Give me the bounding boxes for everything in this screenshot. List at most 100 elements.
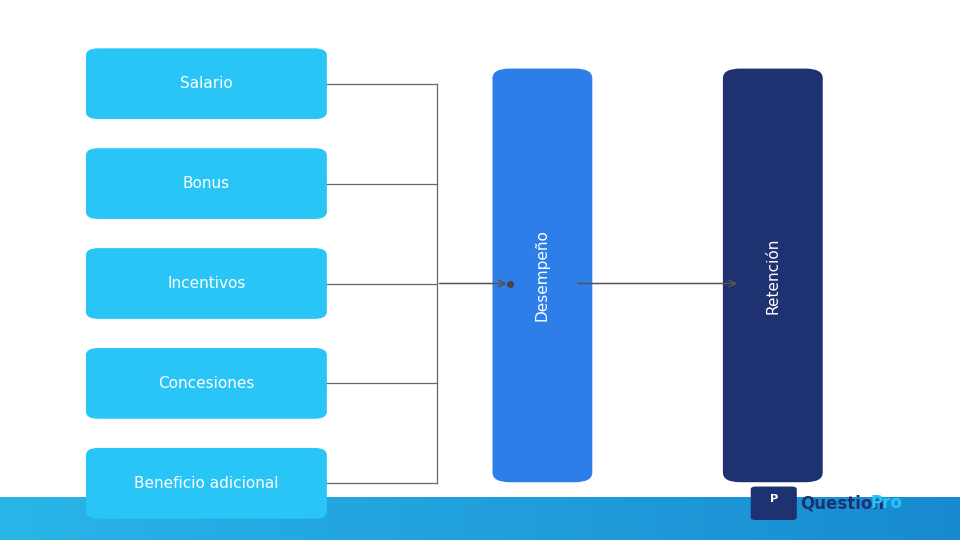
Bar (310, 497, 314, 540)
Bar (826, 497, 828, 540)
Bar (758, 497, 761, 540)
Bar (547, 497, 550, 540)
Bar (454, 497, 458, 540)
FancyBboxPatch shape (86, 248, 326, 319)
Bar (538, 497, 540, 540)
Bar (406, 497, 410, 540)
Bar (41, 497, 45, 540)
Bar (368, 497, 372, 540)
Bar (708, 497, 710, 540)
Bar (915, 497, 919, 540)
Bar (816, 497, 819, 540)
Bar (60, 497, 64, 540)
Bar (566, 497, 569, 540)
Text: Beneficio adicional: Beneficio adicional (134, 476, 278, 491)
Bar (665, 497, 669, 540)
Bar (679, 497, 682, 540)
Bar (487, 497, 490, 540)
Bar (598, 497, 602, 540)
Bar (778, 497, 780, 540)
Text: Desempeño: Desempeño (535, 230, 550, 321)
Bar (512, 497, 516, 540)
Bar (723, 497, 727, 540)
Text: Question: Question (800, 494, 884, 512)
Bar (780, 497, 784, 540)
FancyBboxPatch shape (86, 348, 326, 419)
Bar (413, 497, 416, 540)
Bar (230, 497, 233, 540)
Bar (300, 497, 304, 540)
Bar (761, 497, 765, 540)
Bar (627, 497, 631, 540)
Bar (147, 497, 151, 540)
Bar (787, 497, 790, 540)
Bar (950, 497, 953, 540)
Bar (842, 497, 845, 540)
Bar (736, 497, 739, 540)
Bar (656, 497, 660, 540)
Bar (336, 497, 339, 540)
Bar (682, 497, 684, 540)
Bar (502, 497, 506, 540)
Bar (343, 497, 346, 540)
FancyBboxPatch shape (492, 69, 592, 482)
Bar (32, 497, 36, 540)
Bar (410, 497, 413, 540)
Bar (819, 497, 823, 540)
Bar (214, 497, 218, 540)
Bar (425, 497, 429, 540)
Bar (912, 497, 915, 540)
Bar (742, 497, 746, 540)
Bar (557, 497, 560, 540)
Bar (646, 497, 650, 540)
Bar (525, 497, 528, 540)
Bar (99, 497, 103, 540)
Bar (874, 497, 876, 540)
Bar (221, 497, 224, 540)
Bar (893, 497, 896, 540)
Bar (800, 497, 804, 540)
Bar (586, 497, 588, 540)
Bar (211, 497, 214, 540)
Bar (372, 497, 374, 540)
Bar (900, 497, 902, 540)
Bar (387, 497, 391, 540)
Bar (348, 497, 352, 540)
Bar (394, 497, 396, 540)
Bar (583, 497, 586, 540)
FancyBboxPatch shape (86, 448, 326, 518)
Bar (291, 497, 295, 540)
Bar (45, 497, 48, 540)
Bar (832, 497, 835, 540)
Bar (93, 497, 96, 540)
Bar (468, 497, 470, 540)
Bar (442, 497, 444, 540)
Bar (166, 497, 170, 540)
Bar (58, 497, 60, 540)
Bar (458, 497, 461, 540)
Bar (134, 497, 137, 540)
Bar (128, 497, 132, 540)
Bar (845, 497, 848, 540)
Bar (374, 497, 377, 540)
Bar (256, 497, 259, 540)
Bar (521, 497, 525, 540)
Bar (86, 497, 89, 540)
Bar (506, 497, 509, 540)
Bar (701, 497, 704, 540)
Bar (554, 497, 557, 540)
Bar (573, 497, 576, 540)
Bar (74, 497, 77, 540)
Bar (208, 497, 211, 540)
Bar (922, 497, 924, 540)
Bar (806, 497, 809, 540)
Bar (528, 497, 531, 540)
Bar (70, 497, 74, 540)
Bar (403, 497, 406, 540)
Bar (560, 497, 564, 540)
Bar (579, 497, 583, 540)
Bar (749, 497, 752, 540)
Bar (461, 497, 464, 540)
Bar (621, 497, 624, 540)
Bar (634, 497, 636, 540)
